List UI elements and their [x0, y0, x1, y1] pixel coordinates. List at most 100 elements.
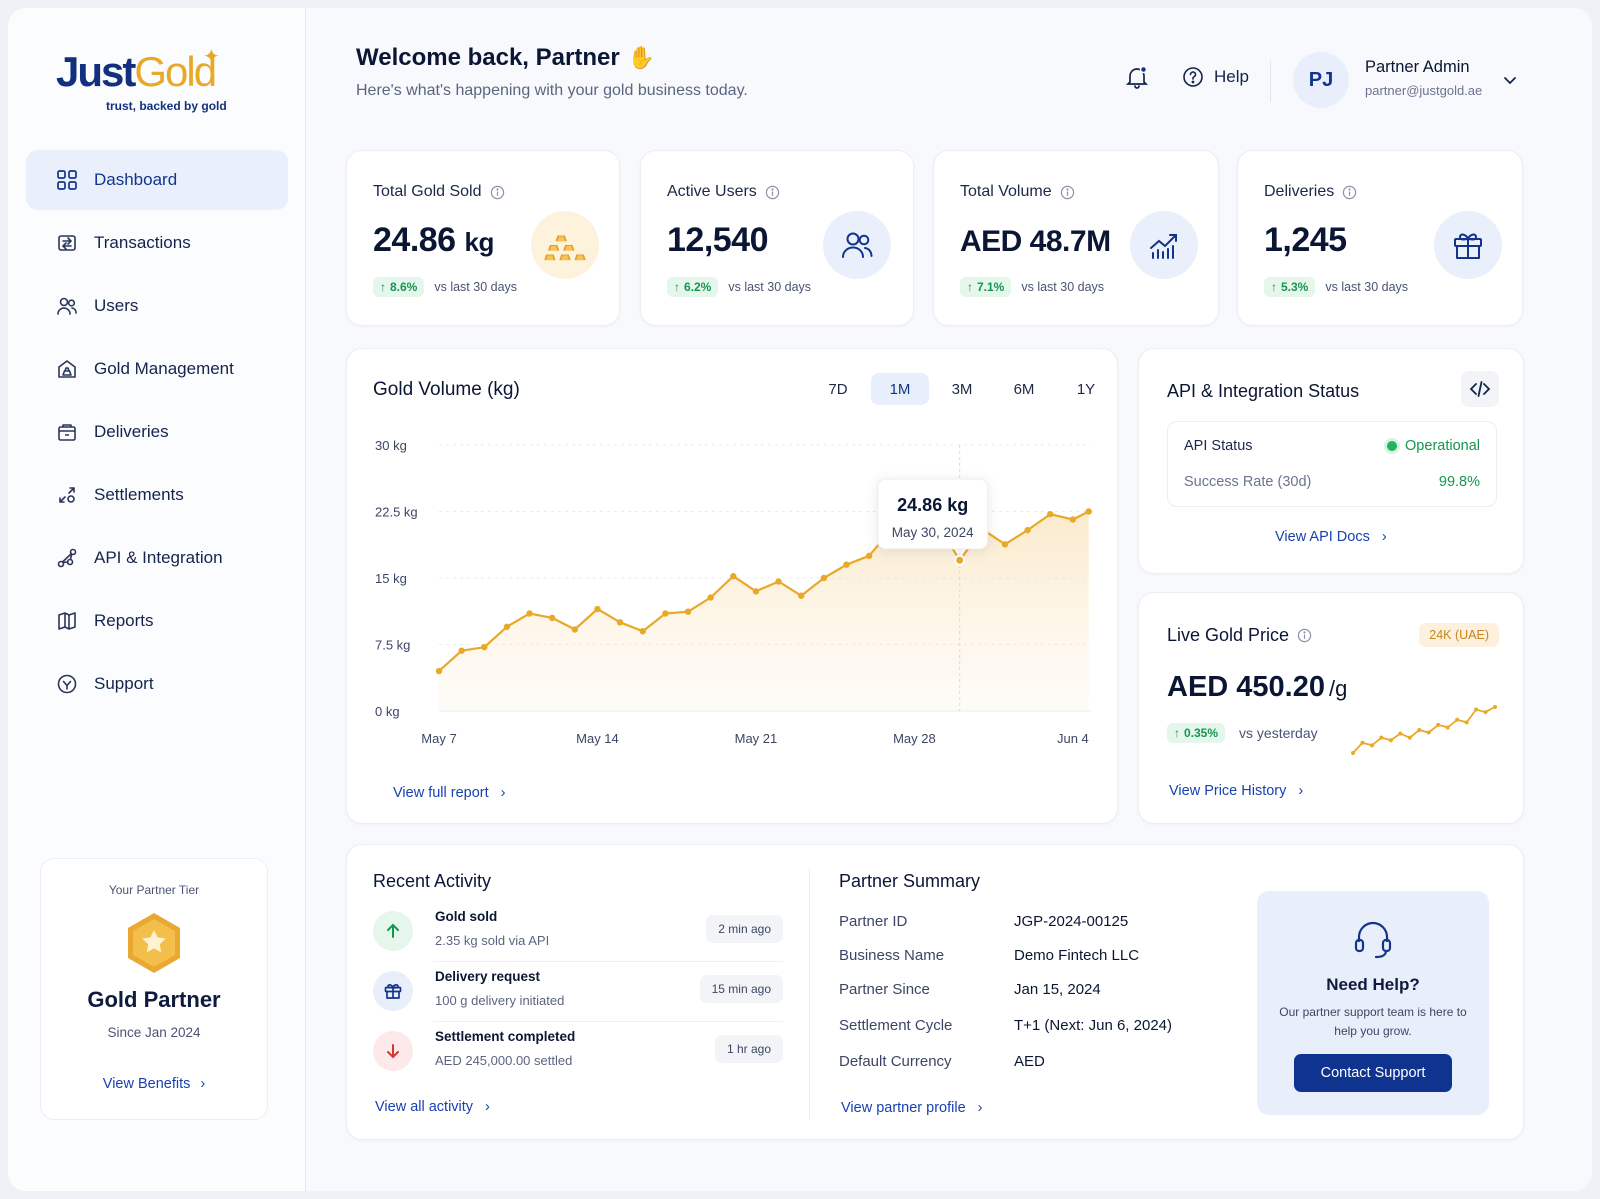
x-tick-label: May 14 — [576, 731, 619, 746]
x-tick-label: May 21 — [735, 731, 778, 746]
stat-value: 1,245 — [1264, 221, 1347, 259]
divider — [433, 1021, 783, 1022]
sidebar-item-label: Reports — [94, 611, 154, 630]
tier-since: Since Jan 2024 — [107, 1025, 201, 1040]
status-badge: Operational — [1405, 438, 1480, 454]
growth-chart-icon — [1130, 211, 1198, 279]
stat-label: Total Gold Sold — [373, 183, 505, 201]
range-7d[interactable]: 7D — [828, 380, 848, 398]
user-name[interactable]: Partner Admin — [1365, 58, 1470, 76]
list-item[interactable]: Delivery request 100 g delivery initiate… — [373, 967, 783, 1027]
stat-card-total-volume[interactable]: Total Volume AED 48.7M ↑ 7.1% vs last 30 … — [933, 150, 1219, 326]
reports-icon — [56, 610, 78, 632]
chevron-right-icon: › — [500, 785, 506, 801]
stat-card-total-gold-sold[interactable]: Total Gold Sold 24.86 kg ↑ 8.6% vs last 3… — [346, 150, 620, 326]
sparkle-icon: ✦ — [203, 46, 220, 68]
live-price-value: AED 450.20/g — [1167, 671, 1348, 703]
notification-bell-icon[interactable] — [1124, 64, 1150, 90]
avatar[interactable]: PJ — [1293, 52, 1349, 108]
list-item[interactable]: Gold sold 2.35 kg sold via API 2 min ago — [373, 907, 783, 967]
logo-tagline: trust, backed by gold — [106, 99, 227, 113]
x-tick-label: May 7 — [421, 731, 456, 746]
range-6m[interactable]: 6M — [1013, 380, 1035, 398]
api-status-panel: API Status Operational Success Rate (30d)… — [1167, 421, 1497, 507]
range-1m[interactable]: 1M — [871, 373, 929, 405]
stat-card-active-users[interactable]: Active Users 12,540 ↑ 6.2% vs last 30 day… — [640, 150, 914, 326]
headset-icon — [1354, 921, 1392, 959]
stat-card-deliveries[interactable]: Deliveries 1,245 ↑ 5.3% vs last 30 days — [1237, 150, 1523, 326]
data-point — [775, 578, 782, 585]
data-point — [820, 574, 828, 582]
list-item[interactable]: Settlement completed AED 245,000.00 sett… — [373, 1027, 783, 1087]
gold-bars-icon — [56, 358, 78, 380]
sidebar-item-reports[interactable]: Reports — [26, 591, 288, 651]
logo[interactable]: JustGold ✦ trust, backed by gold — [56, 46, 246, 118]
sidebar-item-deliveries[interactable]: Deliveries — [26, 402, 288, 462]
header-divider — [1270, 60, 1271, 102]
stat-label: Active Users — [667, 183, 780, 201]
info-icon — [490, 185, 504, 199]
activity-time-badge: 15 min ago — [699, 975, 783, 1003]
data-point — [458, 647, 465, 654]
sparkline-point — [1455, 717, 1460, 722]
view-full-report-link[interactable]: View full report › — [393, 785, 506, 801]
status-dot-icon — [1387, 441, 1398, 452]
view-partner-profile-link[interactable]: View partner profile › — [841, 1100, 983, 1116]
data-point — [616, 619, 624, 626]
sidebar-nav: Dashboard Transactions Users Gold Manage… — [26, 150, 288, 717]
view-all-activity-link[interactable]: View all activity › — [375, 1099, 490, 1115]
tier-name: Gold Partner — [87, 987, 221, 1012]
gold-bars-icon — [531, 211, 599, 279]
range-3m[interactable]: 3M — [951, 380, 973, 398]
highlight-point — [954, 554, 966, 566]
activity-title: Gold sold — [435, 909, 498, 924]
code-icon[interactable] — [1461, 371, 1499, 407]
arrow-down-icon — [373, 1031, 413, 1071]
summary-row: Partner Since Jan 15, 2024 — [839, 981, 1101, 998]
summary-row: Settlement Cycle T+1 (Next: Jun 6, 2024) — [839, 1017, 1172, 1034]
chevron-down-icon[interactable] — [1500, 70, 1520, 90]
sidebar-item-dashboard[interactable]: Dashboard — [26, 150, 288, 210]
sparkline-point — [1398, 731, 1403, 736]
range-1y[interactable]: 1Y — [1076, 380, 1096, 398]
divider — [433, 961, 783, 962]
page-title: Welcome back, Partner ✋ — [356, 44, 656, 71]
sidebar-item-settlements[interactable]: Settlements — [26, 465, 288, 525]
sidebar-item-api-integration[interactable]: API & Integration — [26, 528, 288, 588]
range-selector: 7D 1M 3M 6M 1Y — [809, 373, 1115, 405]
support-icon — [56, 673, 78, 695]
activity-title: Settlement completed — [435, 1029, 576, 1044]
view-api-docs-link[interactable]: View API Docs › — [1275, 529, 1387, 545]
live-price-title: Live Gold Price — [1167, 625, 1312, 646]
data-point — [1069, 516, 1077, 523]
sidebar-item-transactions[interactable]: Transactions — [26, 213, 288, 273]
gold-volume-chart[interactable]: 0 kg 7.5 kg 15 kg 22.5 kg 30 kg May 7 May 14 Ma… — [347, 419, 1119, 749]
sparkline-point — [1445, 725, 1450, 730]
need-help-text: Our partner support team is here to help… — [1279, 1005, 1467, 1038]
tooltip-date: May 30, 2024 — [892, 525, 974, 540]
summary-row: Business Name Demo Fintech LLC — [839, 947, 1140, 964]
waving-hand-icon: ✋ — [627, 45, 656, 70]
help-button[interactable]: Help — [1182, 66, 1249, 88]
chevron-right-icon: › — [1381, 529, 1387, 545]
trend-up-badge: ↑ 8.6% — [373, 277, 425, 297]
sparkline-point — [1388, 738, 1393, 743]
sparkline-path — [1352, 706, 1496, 754]
view-benefits-link[interactable]: View Benefits › — [102, 1076, 206, 1092]
y-tick-label: 15 kg — [375, 571, 407, 586]
view-price-history-link[interactable]: View Price History › — [1169, 783, 1304, 799]
sidebar-item-support[interactable]: Support — [26, 654, 288, 714]
sidebar-item-gold-management[interactable]: Gold Management — [26, 339, 288, 399]
summary-row: Partner ID JGP-2024-00125 — [839, 913, 1129, 930]
sidebar-item-users[interactable]: Users — [26, 276, 288, 336]
stat-value: 12,540 — [667, 221, 769, 259]
data-point — [684, 608, 692, 615]
data-point — [707, 594, 714, 601]
users-icon — [56, 295, 78, 317]
sidebar-item-label: Deliveries — [94, 422, 169, 441]
data-point — [798, 592, 805, 599]
page-subtitle: Here's what's happening with your gold b… — [356, 82, 748, 99]
gift-icon — [373, 971, 413, 1011]
data-point — [548, 614, 556, 622]
contact-support-button[interactable]: Contact Support — [1294, 1054, 1452, 1093]
